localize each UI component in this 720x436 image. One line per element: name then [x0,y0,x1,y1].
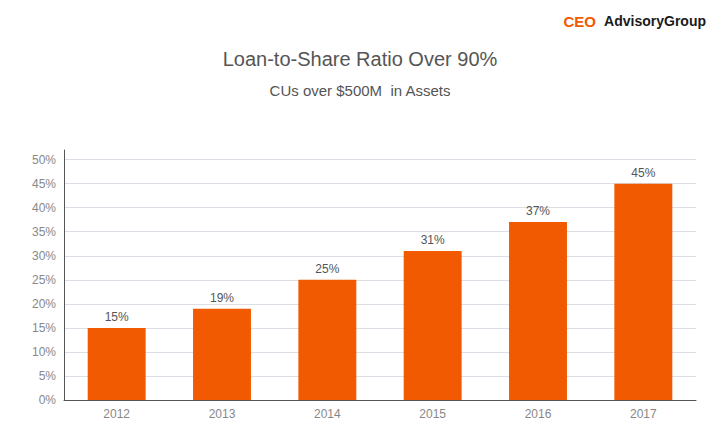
svg-text:Loan-to-Share Ratio Over 90%: Loan-to-Share Ratio Over 90% [223,48,498,70]
svg-text:50%: 50% [32,153,56,167]
svg-text:45%: 45% [32,177,56,191]
svg-text:0%: 0% [39,393,57,407]
svg-text:40%: 40% [32,201,56,215]
svg-text:19%: 19% [210,291,234,305]
svg-text:2013: 2013 [209,407,236,421]
svg-text:37%: 37% [526,204,550,218]
svg-text:AdvisoryGroup: AdvisoryGroup [604,13,706,29]
svg-text:5%: 5% [39,369,57,383]
svg-text:25%: 25% [32,273,56,287]
svg-text:35%: 35% [32,225,56,239]
svg-text:CUs over $500M in Assets: CUs over $500M in Assets [270,82,451,99]
svg-text:30%: 30% [32,249,56,263]
svg-text:31%: 31% [421,233,445,247]
svg-text:2014: 2014 [314,407,341,421]
svg-text:2016: 2016 [525,407,552,421]
svg-text:CEO: CEO [563,13,596,30]
svg-text:10%: 10% [32,345,56,359]
svg-text:20%: 20% [32,297,56,311]
svg-text:15%: 15% [105,310,129,324]
svg-text:25%: 25% [315,262,339,276]
svg-text:2012: 2012 [103,407,130,421]
svg-text:2015: 2015 [419,407,446,421]
svg-text:2017: 2017 [630,407,657,421]
svg-text:45%: 45% [631,166,655,180]
svg-text:15%: 15% [32,321,56,335]
